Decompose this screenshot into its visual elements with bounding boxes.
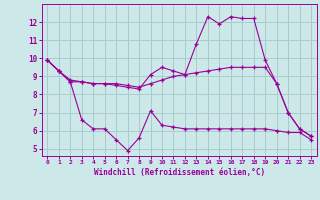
X-axis label: Windchill (Refroidissement éolien,°C): Windchill (Refroidissement éolien,°C) xyxy=(94,168,265,177)
